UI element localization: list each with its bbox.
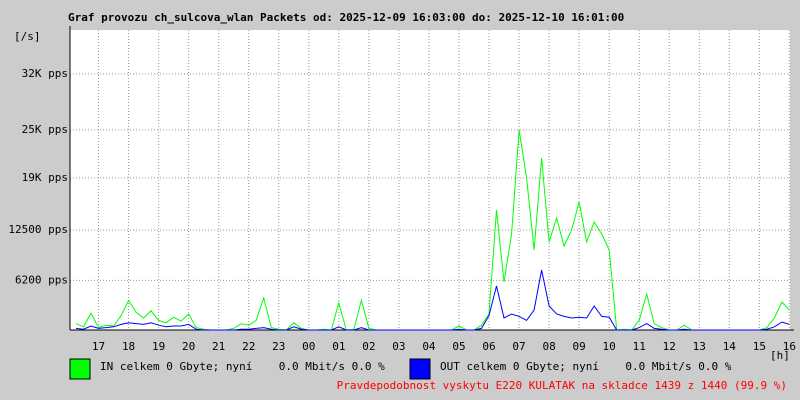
chart-title: Graf provozu ch_sulcova_wlan Packets od:… — [68, 11, 624, 24]
x-tick-label: 18 — [122, 340, 135, 353]
x-tick-label: 20 — [182, 340, 195, 353]
series-line — [75, 269, 790, 331]
legend-swatch — [409, 358, 431, 380]
x-tick-label: 21 — [212, 340, 225, 353]
plot-area — [70, 30, 790, 330]
x-tick-label: 17 — [92, 340, 105, 353]
x-tick-label: 09 — [573, 340, 586, 353]
y-axis-label: [/s] — [14, 30, 41, 43]
x-tick-label: 01 — [332, 340, 345, 353]
footer-note: Pravdepodobnost vyskytu E220 KULATAK na … — [337, 379, 787, 392]
x-tick-label: 10 — [603, 340, 616, 353]
x-tick-label: 08 — [542, 340, 555, 353]
x-tick-label: 11 — [633, 340, 646, 353]
x-tick-label: 03 — [392, 340, 405, 353]
x-tick-label: 04 — [422, 340, 436, 353]
x-tick-label: 22 — [242, 340, 255, 353]
x-axis-label: [h] — [770, 349, 790, 362]
y-tick-label: 12500 pps — [8, 223, 68, 236]
y-tick-label: 32K pps — [22, 67, 68, 80]
y-tick-label: 25K pps — [22, 123, 68, 136]
x-tick-label: 15 — [753, 340, 766, 353]
x-tick-label: 23 — [272, 340, 285, 353]
x-tick-label: 05 — [452, 340, 465, 353]
legend-swatch — [69, 358, 91, 380]
x-tick-label: 06 — [482, 340, 495, 353]
legend-label: IN celkem 0 Gbyte; nyní 0.0 Mbit/s 0.0 % — [100, 360, 385, 373]
y-tick-label: 19K pps — [22, 171, 68, 184]
x-tick-label: 16 — [783, 340, 796, 353]
y-tick-label: 6200 pps — [15, 273, 68, 286]
x-tick-label: 07 — [512, 340, 525, 353]
x-tick-label: 12 — [663, 340, 676, 353]
legend-label: OUT celkem 0 Gbyte; nyní 0.0 Mbit/s 0.0 … — [440, 360, 732, 373]
x-tick-label: 13 — [693, 340, 706, 353]
x-tick-label: 02 — [362, 340, 375, 353]
x-tick-label: 00 — [302, 340, 315, 353]
x-tick-label: 19 — [152, 340, 165, 353]
x-tick-label: 14 — [723, 340, 737, 353]
